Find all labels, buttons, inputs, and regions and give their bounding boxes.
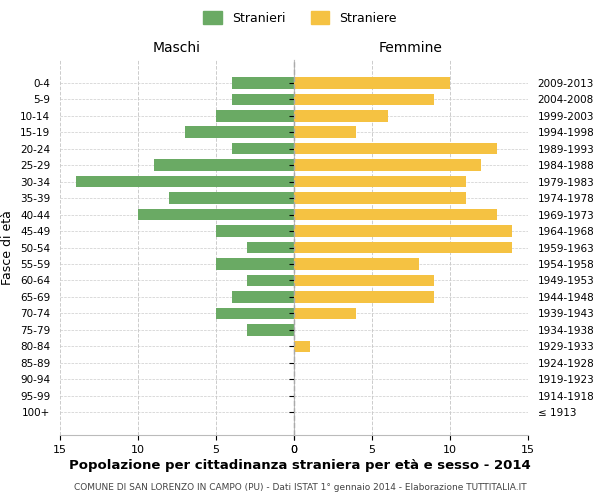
Text: Popolazione per cittadinanza straniera per età e sesso - 2014: Popolazione per cittadinanza straniera p… (69, 458, 531, 471)
Legend: Stranieri, Straniere: Stranieri, Straniere (198, 6, 402, 30)
Bar (169, 192, 294, 204)
Bar (294, 242, 512, 254)
Bar (232, 77, 294, 88)
Bar (294, 258, 419, 270)
Bar (76, 176, 294, 188)
Bar (294, 192, 466, 204)
Bar (216, 258, 294, 270)
Bar (294, 143, 497, 154)
Title: Femmine: Femmine (379, 40, 443, 54)
Bar (294, 160, 481, 171)
Bar (185, 126, 294, 138)
Bar (154, 160, 294, 171)
Bar (216, 308, 294, 319)
Bar (216, 110, 294, 122)
Y-axis label: Fasce di età: Fasce di età (1, 210, 14, 285)
Bar (294, 226, 512, 237)
Bar (247, 324, 294, 336)
Title: Maschi: Maschi (153, 40, 201, 54)
Bar (294, 126, 356, 138)
Bar (294, 274, 434, 286)
Bar (232, 94, 294, 105)
Bar (294, 340, 310, 352)
Bar (294, 94, 434, 105)
Bar (232, 143, 294, 154)
Bar (294, 308, 356, 319)
Bar (294, 176, 466, 188)
Bar (247, 242, 294, 254)
Bar (294, 209, 497, 220)
Bar (294, 110, 388, 122)
Bar (138, 209, 294, 220)
Bar (247, 274, 294, 286)
Bar (216, 226, 294, 237)
Bar (294, 291, 434, 302)
Bar (294, 77, 450, 88)
Bar (232, 291, 294, 302)
Text: COMUNE DI SAN LORENZO IN CAMPO (PU) - Dati ISTAT 1° gennaio 2014 - Elaborazione : COMUNE DI SAN LORENZO IN CAMPO (PU) - Da… (74, 483, 526, 492)
